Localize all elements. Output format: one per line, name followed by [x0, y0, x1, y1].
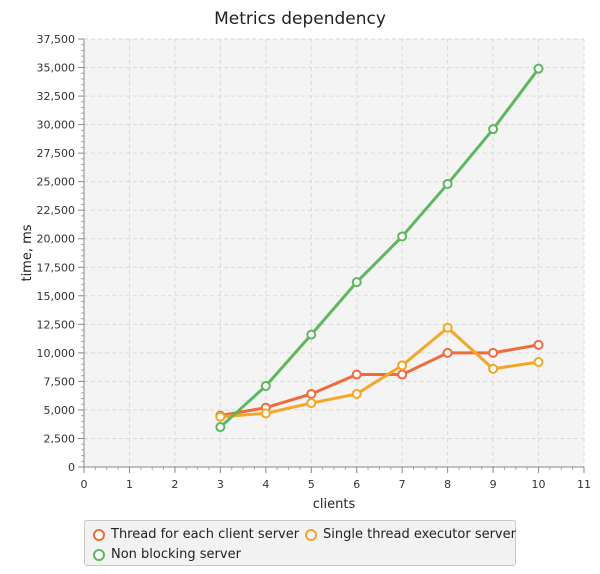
y-tick-label: 35,000: [37, 62, 76, 75]
chart-title: Metrics dependency: [214, 9, 386, 29]
legend: Thread for each client server Single thre…: [84, 520, 516, 566]
y-tick-label: 32,500: [37, 90, 76, 103]
y-tick-label: 12,500: [37, 318, 76, 331]
y-tick-label: 15,000: [37, 290, 76, 303]
legend-label: Thread for each client server: [111, 527, 300, 542]
x-tick-label: 7: [399, 478, 406, 491]
x-tick-label: 4: [262, 478, 269, 491]
x-tick-label: 0: [81, 478, 88, 491]
y-tick-label: 0: [68, 461, 75, 474]
plot-area: [84, 39, 584, 467]
y-tick-label: 7,500: [44, 375, 76, 388]
x-tick-label: 2: [171, 478, 178, 491]
y-tick-label: 30,000: [37, 119, 76, 132]
y-tick-label: 27,500: [37, 147, 76, 160]
data-point: [351, 277, 362, 288]
y-tick-label: 2,500: [44, 432, 76, 445]
data-point: [533, 63, 544, 74]
series-3: [215, 63, 544, 433]
series-2: [215, 322, 544, 422]
x-tick-label: 1: [126, 478, 133, 491]
legend-item: Single thread executor server: [305, 527, 516, 542]
series-line: [219, 67, 540, 429]
legend-marker-icon: [93, 528, 105, 541]
y-tick-label: 5,000: [44, 404, 76, 417]
legend-marker-icon: [93, 548, 105, 561]
axes: 0 1 2 3 4 5 6 7 8 9 10 11 0 2,500 5,000 7,500 10,000 12,5…: [37, 33, 592, 491]
legend-label: Non blocking server: [111, 547, 241, 562]
data-point: [260, 408, 271, 419]
data-point: [533, 339, 544, 350]
data-point: [397, 369, 408, 380]
x-tick-label: 8: [444, 478, 451, 491]
x-axis-label: clients: [313, 497, 356, 512]
data-point: [306, 329, 317, 340]
x-tick-label: 6: [353, 478, 360, 491]
y-tick-label: 20,000: [37, 233, 76, 246]
legend-label: Single thread executor server: [323, 527, 516, 542]
legend-item: Non blocking server: [93, 547, 241, 562]
legend-item: Thread for each client server: [93, 527, 299, 542]
data-point: [306, 388, 317, 399]
data-point: [397, 231, 408, 242]
x-tick-label: 10: [532, 478, 546, 491]
data-point: [442, 322, 453, 333]
series-line: [220, 343, 539, 418]
y-tick-label: 17,500: [37, 261, 76, 274]
line-chart: Metrics dependency 0 1 2 3 4 5 6 7 8 9 10 11 0 2,500 5…: [20, 9, 592, 512]
data-point: [442, 347, 453, 358]
y-tick-label: 37,500: [37, 33, 76, 46]
series-layer: [215, 63, 544, 433]
data-point: [533, 356, 544, 367]
data-point: [351, 369, 362, 380]
y-tick-label: 25,000: [37, 176, 76, 189]
x-tick-label: 11: [577, 478, 591, 491]
legend-marker-icon: [305, 528, 317, 541]
x-tick-label: 3: [217, 478, 224, 491]
data-point: [488, 347, 499, 358]
data-point: [260, 380, 271, 391]
data-point: [351, 388, 362, 399]
y-tick-label: 22,500: [37, 204, 76, 217]
data-point: [442, 178, 453, 189]
data-point: [215, 422, 226, 433]
data-point: [306, 398, 317, 409]
data-point: [397, 360, 408, 371]
series-line: [220, 326, 539, 419]
grid-lines: [84, 38, 585, 467]
data-point: [215, 411, 226, 422]
data-point: [488, 124, 499, 135]
data-point: [488, 363, 499, 374]
x-tick-label: 5: [308, 478, 315, 491]
y-tick-label: 10,000: [37, 347, 76, 360]
y-axis-label: time, ms: [20, 224, 35, 281]
x-tick-label: 9: [490, 478, 497, 491]
